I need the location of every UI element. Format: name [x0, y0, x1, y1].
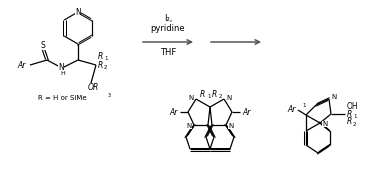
Text: N: N [331, 94, 336, 100]
Text: 3: 3 [108, 93, 111, 98]
Text: Ar: Ar [288, 105, 296, 114]
Text: OH: OH [347, 102, 359, 111]
Text: R: R [347, 118, 352, 127]
Text: I₂,: I₂, [164, 14, 172, 22]
Text: 1: 1 [353, 114, 356, 118]
Text: R: R [98, 51, 103, 60]
Text: N: N [228, 123, 233, 129]
Text: Ar: Ar [18, 60, 26, 69]
Text: R: R [98, 60, 103, 69]
Text: OR: OR [88, 82, 99, 91]
Text: 1: 1 [207, 93, 211, 98]
Text: R: R [199, 89, 205, 98]
Text: H: H [61, 71, 65, 75]
Text: S: S [41, 40, 45, 50]
Text: R: R [211, 89, 217, 98]
Text: N: N [322, 121, 327, 127]
Text: N: N [58, 62, 64, 71]
Text: R = H or SiMe: R = H or SiMe [38, 95, 87, 101]
Text: N: N [187, 123, 192, 129]
Text: 1: 1 [302, 102, 306, 107]
Text: N: N [75, 8, 81, 17]
Text: 2: 2 [219, 93, 223, 98]
Text: N: N [189, 95, 194, 101]
Text: 2: 2 [353, 122, 356, 127]
Text: 2: 2 [104, 64, 107, 69]
Text: 1: 1 [104, 55, 107, 60]
Text: pyridine: pyridine [151, 24, 185, 33]
Text: Ar: Ar [242, 107, 250, 116]
Text: N: N [226, 95, 231, 101]
Text: THF: THF [160, 48, 176, 57]
Text: Ar: Ar [170, 107, 178, 116]
Text: R: R [347, 109, 352, 118]
